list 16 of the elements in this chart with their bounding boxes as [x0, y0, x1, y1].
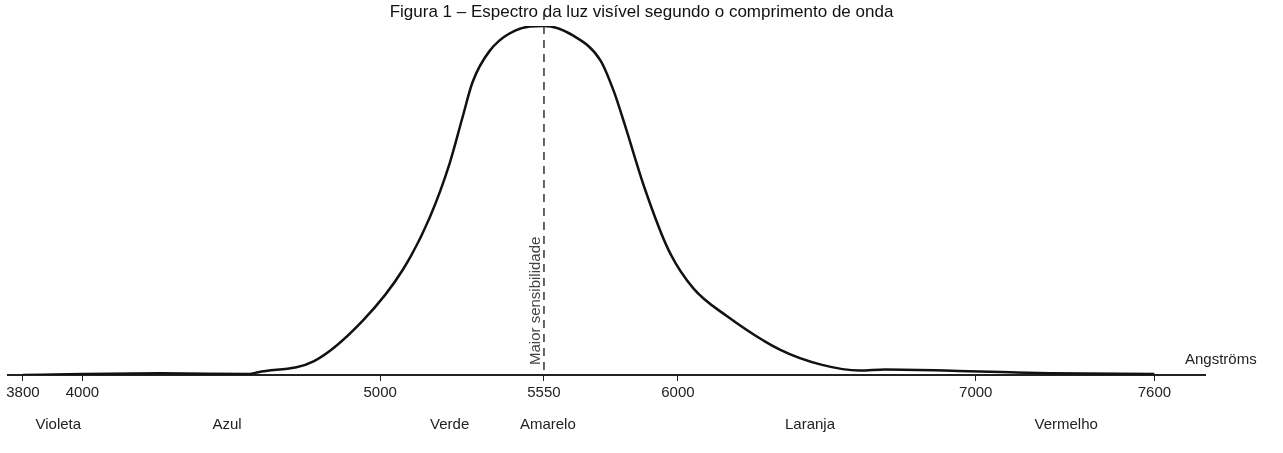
x-tick-label: 5000: [363, 383, 397, 401]
x-tick-label: 6000: [661, 383, 695, 401]
ref-line-label: Maior sensibilidade: [526, 236, 544, 365]
text: Amarelo: [519, 414, 576, 432]
x-tick-label: 7000: [959, 383, 993, 401]
x-tick-label: 5550: [527, 383, 561, 401]
text: Vermelho: [1034, 414, 1098, 432]
text: Verde: [430, 414, 470, 432]
x-tick-label: 4000: [65, 383, 100, 401]
x-tick-label: 3800: [6, 383, 40, 401]
chart-title: Figura 1 – Espectro da luz visível segundo o comprimento de onda: [388, 2, 895, 22]
text: Laranja: [784, 414, 836, 432]
text: Violeta: [35, 414, 82, 432]
text: Azul: [212, 414, 242, 432]
x-tick-label: 7600: [1137, 383, 1172, 401]
x-axis-title: Angströms: [1185, 349, 1257, 367]
